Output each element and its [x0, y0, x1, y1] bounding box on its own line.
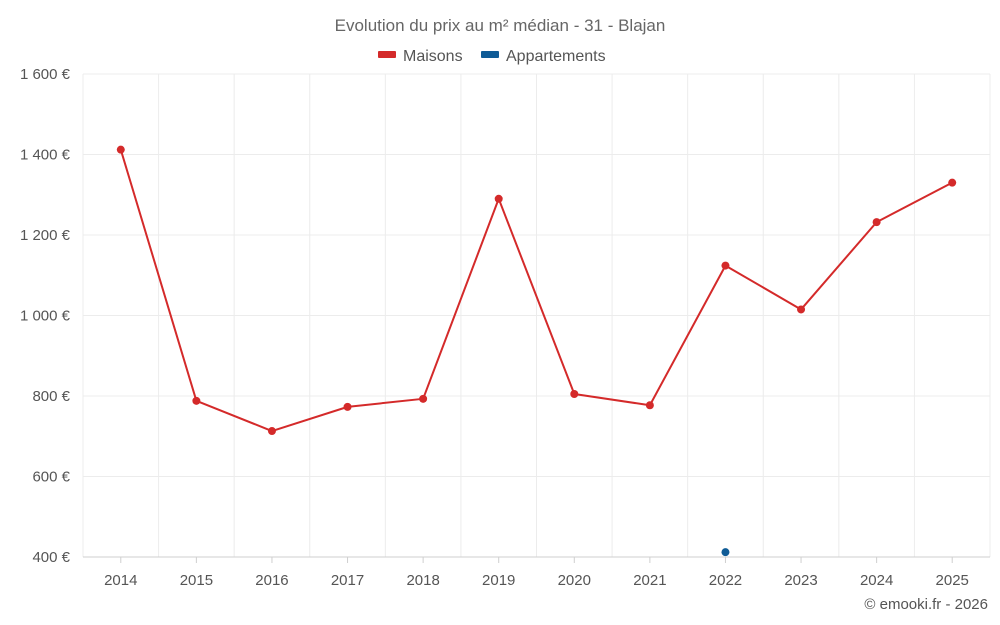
- legend-swatch-appartements: [481, 51, 499, 58]
- credit-text: © emooki.fr - 2026: [864, 596, 988, 613]
- legend-item-maisons[interactable]: Maisons: [378, 48, 463, 65]
- x-tick-label: 2025: [936, 572, 969, 589]
- data-point-maisons-2019[interactable]: [494, 194, 503, 203]
- x-tick-label: 2020: [558, 572, 591, 589]
- legend-label-appartements: Appartements: [506, 48, 606, 65]
- x-tick-label: 2015: [180, 572, 213, 589]
- y-tick-label: 400 €: [32, 549, 70, 566]
- legend-swatch-maisons: [378, 51, 396, 58]
- data-point-maisons-2020[interactable]: [570, 389, 579, 398]
- x-tick-label: 2023: [784, 572, 817, 589]
- y-tick-label: 1 600 €: [20, 66, 71, 83]
- data-point-maisons-2018[interactable]: [419, 394, 428, 403]
- y-tick-label: 600 €: [32, 469, 70, 486]
- x-tick-label: 2014: [104, 572, 137, 589]
- data-point-maisons-2014[interactable]: [116, 145, 125, 154]
- data-point-maisons-2024[interactable]: [872, 218, 881, 227]
- y-axis: 1 600 € 1 400 € 1 200 € 1 000 € 800 € 600 € 40…: [20, 66, 71, 566]
- y-tick-label: 1 000 €: [20, 308, 71, 325]
- x-tick-label: 2019: [482, 572, 515, 589]
- x-tick-label: 2024: [860, 572, 893, 589]
- data-point-maisons-2025[interactable]: [948, 178, 957, 187]
- x-tick-label: 2022: [709, 572, 742, 589]
- data-point-maisons-2017[interactable]: [343, 402, 352, 411]
- y-tick-label: 800 €: [32, 388, 70, 405]
- data-point-maisons-2021[interactable]: [645, 401, 654, 410]
- x-tick-label: 2016: [255, 572, 288, 589]
- x-tick-label: 2017: [331, 572, 364, 589]
- data-point-maisons-2022[interactable]: [721, 261, 730, 270]
- legend-label-maisons: Maisons: [403, 48, 463, 65]
- legend-item-appartements[interactable]: Appartements: [481, 48, 606, 65]
- series: [116, 145, 957, 557]
- y-tick-label: 1 400 €: [20, 147, 71, 164]
- series-line-maisons: [119, 149, 953, 433]
- data-point-appartements-2022[interactable]: [721, 548, 730, 557]
- data-point-maisons-2016[interactable]: [267, 427, 276, 436]
- legend[interactable]: Maisons Appartements: [378, 48, 606, 65]
- x-tick-label: 2018: [406, 572, 439, 589]
- data-point-maisons-2015[interactable]: [192, 396, 201, 405]
- x-tick-label: 2021: [633, 572, 666, 589]
- data-point-maisons-2023[interactable]: [797, 305, 806, 314]
- series-appartements: [721, 548, 730, 557]
- y-tick-label: 1 200 €: [20, 227, 71, 244]
- chart-title: Evolution du prix au m² médian - 31 - Bl…: [335, 16, 666, 35]
- x-axis: 2014 2015 2016 2017 2018 2019 2020 2021 2022 2023…: [83, 556, 990, 589]
- series-maisons: [116, 145, 957, 436]
- grid: [82, 73, 991, 557]
